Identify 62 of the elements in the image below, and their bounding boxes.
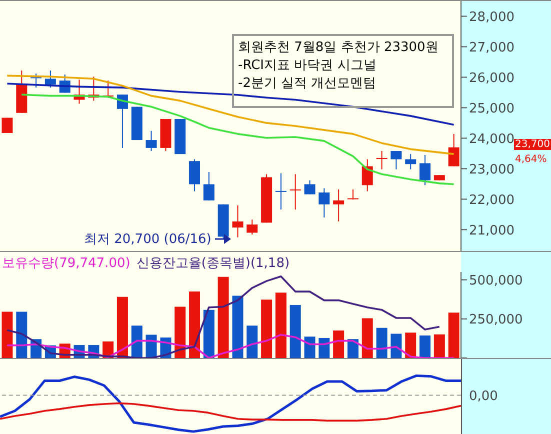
- y-tick-label: 22,000: [469, 192, 514, 208]
- candlestick: [420, 154, 431, 186]
- bar: [232, 296, 244, 358]
- candlestick: [146, 130, 157, 152]
- annotation: 최저 20,700 (06/16): [84, 231, 212, 248]
- ref-line-label: 0,00: [469, 388, 498, 404]
- y-tick-label: 27,000: [469, 40, 514, 56]
- y-tick-label: 28,000: [469, 10, 514, 25]
- bar: [290, 304, 301, 358]
- bar: [420, 335, 431, 358]
- bar: [304, 336, 316, 358]
- candlestick: [376, 150, 388, 170]
- bar: [275, 292, 286, 358]
- text: 23,700: [514, 139, 551, 150]
- candlestick: [347, 188, 358, 200]
- bar: [116, 296, 128, 358]
- candlestick: [275, 172, 286, 210]
- bar: [405, 332, 416, 358]
- bar: [16, 312, 28, 358]
- bar: [174, 306, 186, 358]
- y-tick-label: 25,000: [469, 101, 514, 116]
- bar: [261, 300, 272, 358]
- bar: [376, 328, 388, 358]
- bar: [448, 312, 460, 358]
- candlestick: [390, 150, 402, 170]
- candlestick: [318, 188, 330, 218]
- series-label: 신용잔고율(종목별)(1,18): [136, 255, 290, 272]
- candlestick: [333, 188, 344, 222]
- annotation: -2분기 실적 개선모멘텀: [238, 75, 378, 93]
- bar: [434, 334, 445, 358]
- annotation: -RCI지표 바닥권 시그널: [238, 57, 378, 75]
- line-series: [6, 334, 455, 358]
- y-tick-label: 23,000: [469, 162, 514, 178]
- candlestick: [405, 154, 416, 170]
- y-tick-label: 500,000: [469, 273, 523, 288]
- bar: [218, 276, 229, 358]
- bar: [246, 326, 258, 358]
- bar: [2, 312, 13, 358]
- bar: [347, 339, 358, 358]
- line-series: [6, 275, 440, 358]
- candlestick: [203, 172, 214, 201]
- y-tick-label: 21,000: [469, 223, 514, 238]
- bar: [131, 326, 142, 358]
- annotation: 회원추천 7월8일 추천가 23300원: [238, 39, 440, 57]
- bar: [333, 330, 344, 358]
- candlestick: [304, 180, 316, 195]
- bar: [203, 310, 214, 358]
- bar: [318, 338, 330, 358]
- bar: [362, 318, 373, 358]
- candlestick: [44, 70, 56, 88]
- y-tick-label: 24,000: [469, 132, 514, 147]
- y-tick-label: 250,000: [469, 312, 523, 328]
- candlestick: [290, 174, 301, 210]
- bar: [189, 292, 200, 358]
- bar: [390, 334, 402, 358]
- candlestick: [232, 204, 244, 238]
- y-tick-label: 26,000: [469, 70, 514, 86]
- candlestick: [246, 219, 258, 236]
- candlestick: [362, 158, 373, 192]
- text: 보유수량(79,747.00): [2, 255, 130, 272]
- candlestick: [189, 158, 200, 192]
- text: 4,64%: [515, 154, 547, 165]
